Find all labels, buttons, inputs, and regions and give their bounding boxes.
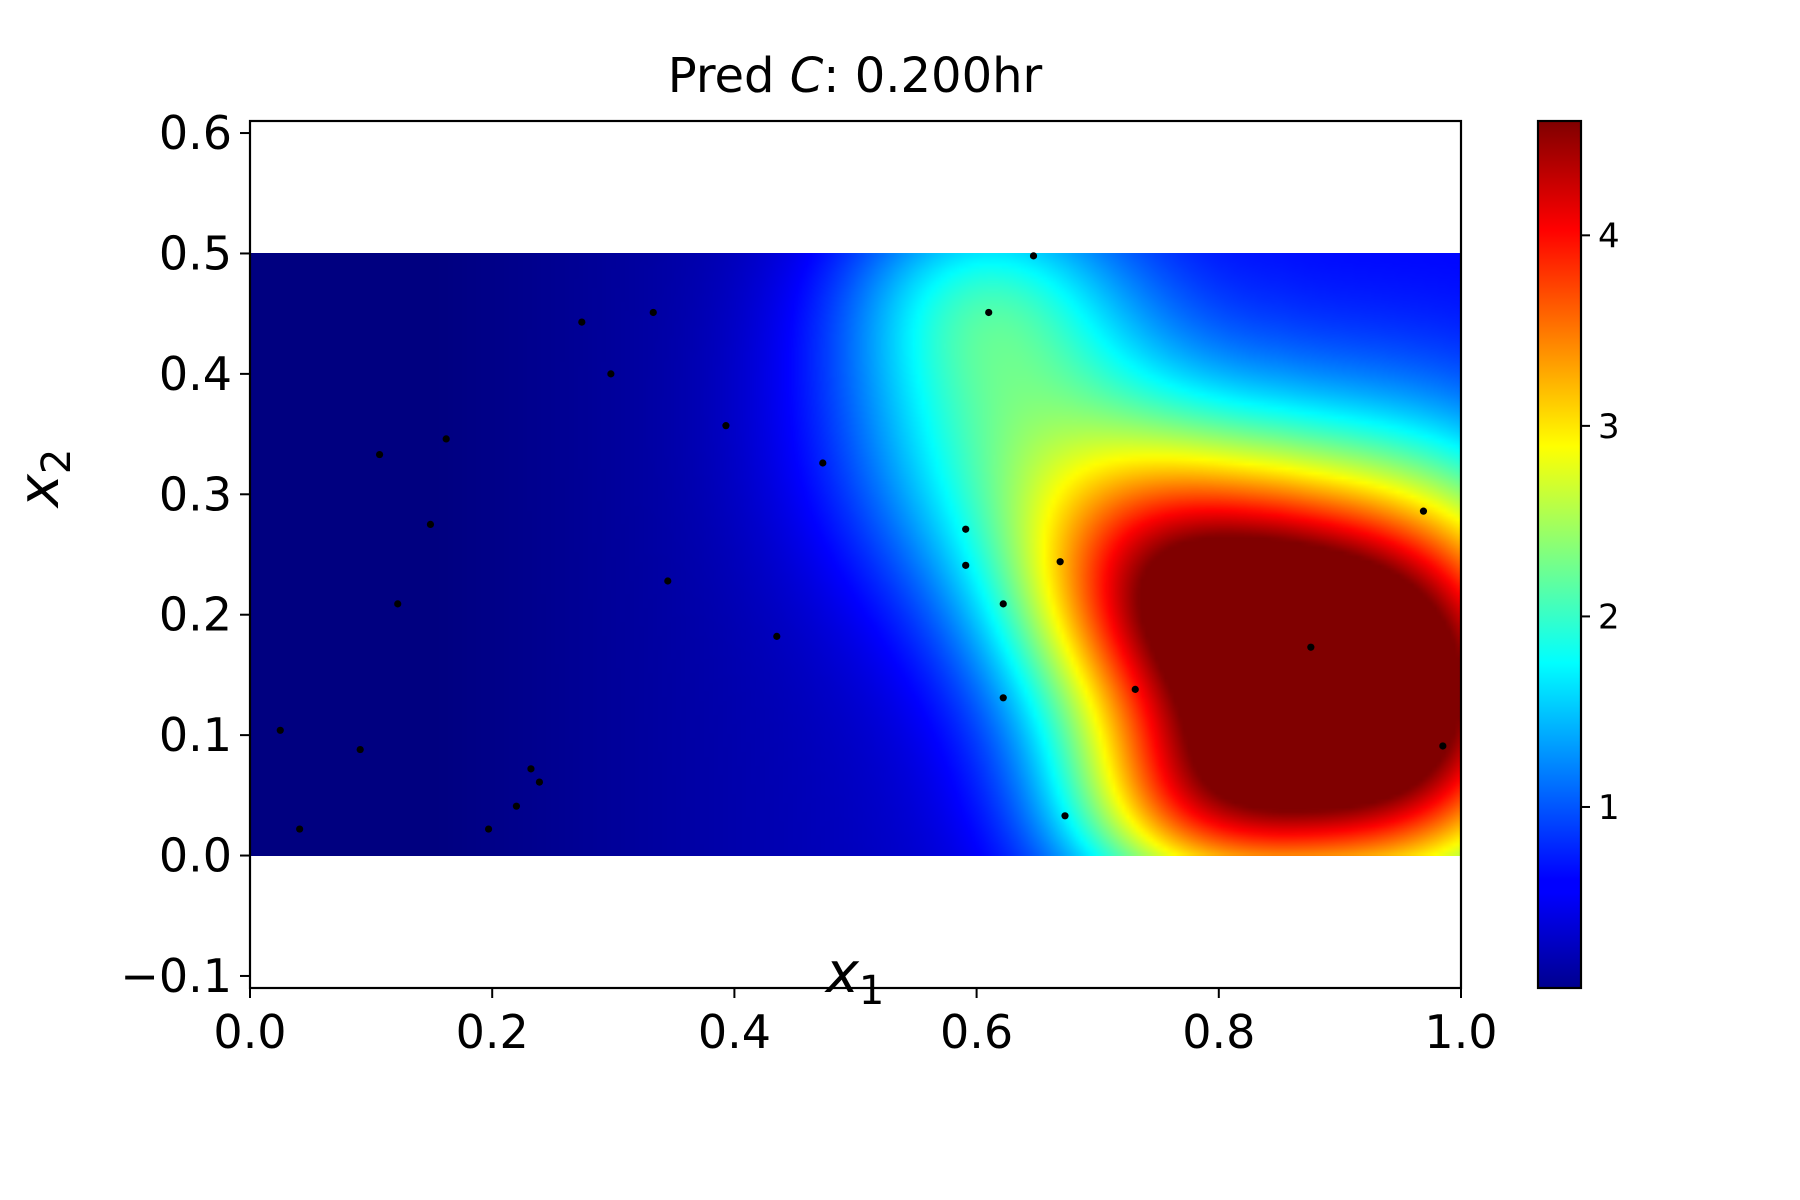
- sample-point: [484, 825, 493, 833]
- y-tick-label: −0.1: [120, 949, 232, 1003]
- sample-point: [426, 520, 435, 528]
- x-tick-label: 0.4: [698, 1005, 771, 1059]
- heatmap-canvas: [250, 253, 1461, 856]
- sample-point: [1029, 252, 1038, 260]
- plot-area: [248, 119, 1463, 990]
- y-tick-label: 0.2: [159, 588, 232, 642]
- colorbar-tick-label: 2: [1598, 597, 1620, 637]
- colorbar: 1 2 3 4: [1536, 119, 1620, 990]
- sample-point: [527, 765, 535, 773]
- y-tick-label: 0.5: [159, 226, 232, 280]
- chart-title: Pred C: 0.200hr: [668, 48, 1043, 104]
- colorbar-tick-label: 3: [1598, 407, 1620, 447]
- sample-point: [1307, 643, 1315, 651]
- sample-point: [664, 577, 672, 585]
- x-axis-label: x1: [824, 941, 885, 1014]
- x-tick-label: 0.6: [940, 1005, 1013, 1059]
- heatmap: [250, 253, 1461, 856]
- sample-point: [535, 778, 544, 786]
- colorbar-tick-label: 4: [1598, 216, 1620, 256]
- x-axis: 0.0 0.2 0.4 0.6 0.8 1.0: [213, 988, 1498, 1059]
- sample-point: [1061, 812, 1069, 820]
- sample-point: [512, 802, 521, 810]
- sample-point: [276, 726, 284, 734]
- colorbar-ticks: 1 2 3 4: [1581, 216, 1620, 828]
- sample-point: [356, 745, 364, 754]
- sample-point: [375, 450, 384, 459]
- sample-point: [722, 422, 730, 430]
- y-tick-label: 0.6: [159, 106, 232, 160]
- colorbar-tick-label: 1: [1598, 788, 1620, 828]
- plot-frame: [248, 119, 1463, 990]
- y-axis-label: x2: [7, 449, 80, 510]
- colorbar-gradient: [1536, 119, 1583, 990]
- x-tick-label: 0.2: [456, 1005, 529, 1059]
- sample-point: [962, 525, 970, 533]
- sample-point: [1419, 507, 1428, 515]
- sample-point: [1131, 685, 1139, 693]
- sample-points: [276, 252, 1447, 833]
- sample-point: [649, 308, 657, 317]
- sample-point: [578, 318, 586, 326]
- sample-point: [1056, 558, 1064, 566]
- sample-point: [819, 459, 827, 467]
- sample-point: [607, 370, 615, 378]
- y-tick-label: 0.1: [159, 708, 232, 762]
- x-tick-label: 1.0: [1424, 1005, 1497, 1059]
- x-tick-label: 0.8: [1182, 1005, 1255, 1059]
- sample-point: [773, 632, 781, 640]
- sample-point: [296, 825, 304, 833]
- y-axis: −0.1 0.0 0.1 0.2 0.3 0.4 0.5 0.6: [120, 106, 250, 1003]
- y-tick-label: 0.0: [159, 829, 232, 883]
- sample-point: [985, 308, 993, 317]
- y-tick-label: 0.3: [159, 467, 232, 521]
- sample-point: [394, 600, 402, 608]
- sample-point: [962, 561, 970, 569]
- sample-point: [999, 600, 1007, 608]
- y-tick-label: 0.4: [159, 347, 232, 401]
- sample-point: [442, 435, 450, 443]
- x-tick-label: 0.0: [213, 1005, 286, 1059]
- sample-point: [1439, 742, 1447, 750]
- sample-point: [999, 694, 1007, 702]
